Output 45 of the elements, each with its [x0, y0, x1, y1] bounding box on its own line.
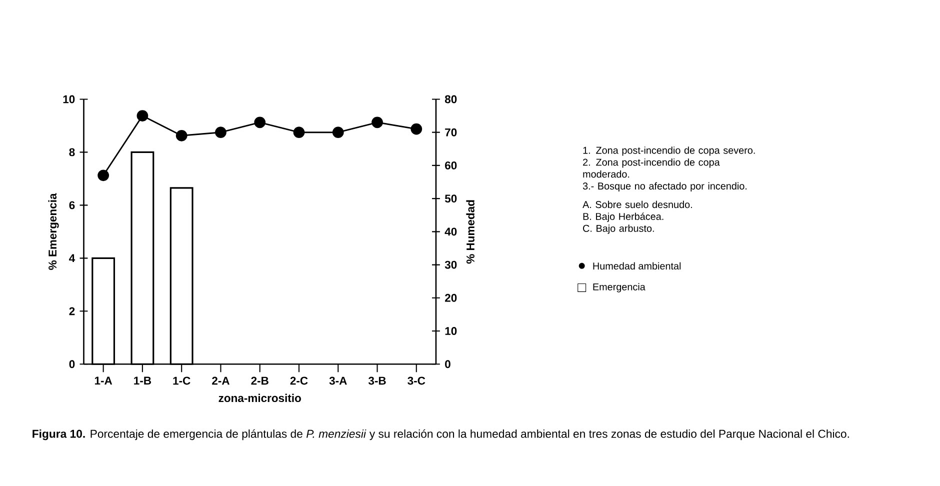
y2-tick-label: 80: [444, 95, 457, 104]
y2-tick-label: 0: [445, 360, 450, 368]
point: [176, 130, 188, 142]
text: 1. Zona post-incendio de copa severo.: [583, 146, 755, 156]
legend-label: Emergencia: [593, 283, 646, 292]
x-tick-label: 2-A: [212, 376, 230, 385]
y-tick-label: 4: [69, 254, 76, 262]
point: [293, 126, 305, 138]
x-tick-label: 3-A: [329, 376, 347, 385]
y-axis-title: % Emergencia: [48, 193, 59, 270]
text: 2. Zona post-incendio de copa moderado.: [583, 158, 720, 178]
y-tick-label: 8: [69, 148, 75, 156]
text: Figura 10. Porcentaje de emergencia de plántulas de P. menziesii y su relación con la humedad ambiental en tres zonas de estudio del Parque Nacional el Chico.: [32, 429, 849, 440]
x-tick-label: 2-B: [251, 376, 268, 385]
y2-tick-label: 60: [445, 161, 457, 170]
point: [254, 116, 266, 128]
point: [136, 110, 148, 122]
point: [332, 126, 344, 138]
y2-tick-label: 50: [444, 194, 457, 202]
text: C. Bajo arbusto.: [583, 224, 654, 234]
point: [372, 116, 383, 128]
y-tick-label: 0: [69, 360, 75, 368]
y2-tick-label: 30: [444, 260, 457, 269]
text: 3.- Bosque no afectado por incendio.: [582, 182, 747, 192]
x-tick-label: 1-A: [94, 376, 112, 384]
y-tick-label: 2: [69, 307, 75, 315]
x-tick-label: 2-C: [290, 376, 308, 385]
y-tick-label: 6: [69, 201, 75, 210]
x-tick-label: 1-B: [134, 376, 152, 384]
y2-tick-label: 70: [445, 128, 457, 136]
y2-axis-title: % Humedad: [466, 200, 474, 264]
point: [98, 170, 110, 181]
x-tick-label: 1-C: [173, 376, 190, 385]
point: [410, 123, 422, 135]
y2-tick-label: 40: [444, 228, 457, 236]
y-tick-label: 10: [63, 95, 75, 104]
text: B. Bajo Herbácea.: [583, 212, 664, 222]
x-axis-title: zona-micrositio: [218, 394, 301, 402]
text: A. Sobre suelo desnudo.: [582, 200, 692, 208]
point: [215, 126, 226, 138]
legend-label: Humedad ambiental: [593, 262, 681, 270]
x-tick-label: 3-C: [408, 376, 426, 385]
y2-tick-label: 20: [445, 294, 457, 302]
y2-tick-label: 10: [445, 326, 457, 335]
x-tick-label: 3-B: [368, 376, 386, 385]
